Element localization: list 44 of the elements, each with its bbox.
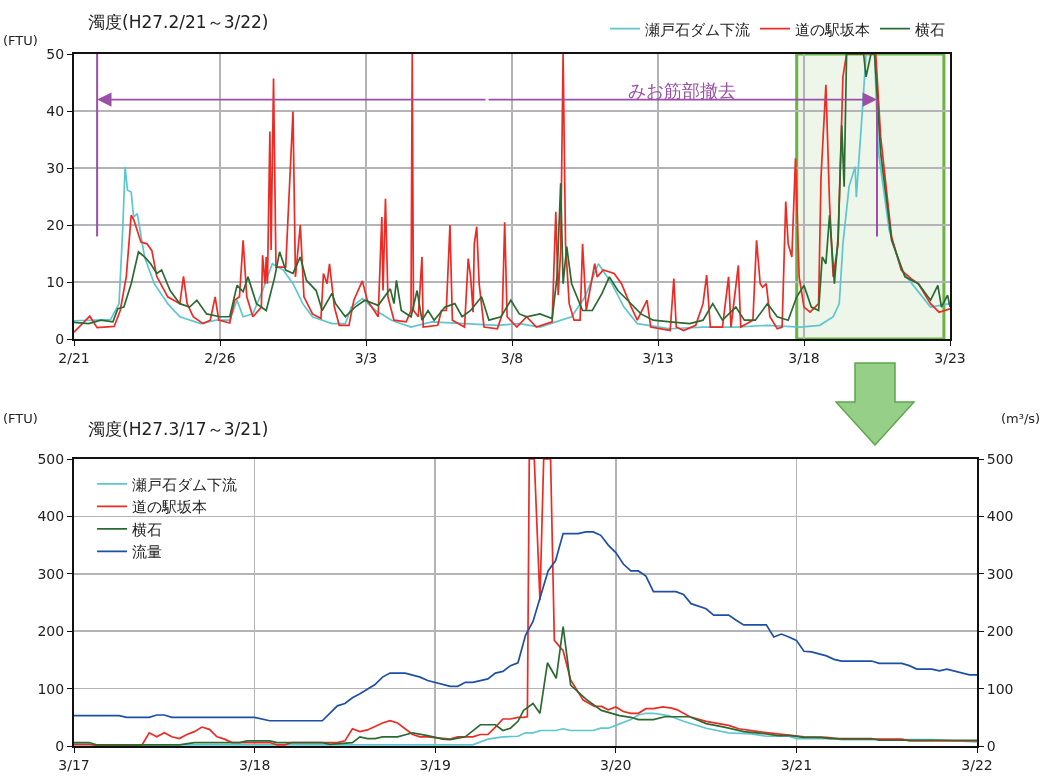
y-tick-label: 10 bbox=[46, 273, 65, 290]
y2-tick-label: 200 bbox=[986, 623, 1014, 640]
annotation: みお筋部撤去 bbox=[628, 80, 736, 101]
y-tick-label: 500 bbox=[37, 450, 65, 467]
y-axis-title: (FTU) bbox=[3, 33, 38, 48]
x-tick-label: 2/26 bbox=[204, 349, 236, 366]
x-tick-label: 3/19 bbox=[419, 756, 451, 773]
y-tick-label: 100 bbox=[37, 680, 65, 697]
y-tick-label: 0 bbox=[55, 330, 65, 347]
legend-label: 横石 bbox=[915, 20, 945, 39]
y2-tick-label: 300 bbox=[986, 565, 1014, 582]
legend-label: 道の駅坂本 bbox=[132, 498, 208, 517]
legend-label: 道の駅坂本 bbox=[795, 20, 870, 39]
y-tick-label: 0 bbox=[55, 737, 65, 754]
x-tick-label: 3/13 bbox=[642, 349, 674, 366]
y-axis-title: (FTU) bbox=[3, 411, 38, 426]
y-tick-label: 400 bbox=[37, 508, 65, 525]
legend-label: 流量 bbox=[132, 543, 163, 562]
y2-tick-label: 500 bbox=[986, 450, 1014, 467]
chart-title: 濁度(H27.2/21～3/22) bbox=[88, 11, 269, 32]
x-tick-label: 3/3 bbox=[354, 349, 378, 366]
x-tick-label: 2/21 bbox=[58, 349, 90, 366]
y2-tick-label: 100 bbox=[986, 680, 1014, 697]
legend-label: 横石 bbox=[132, 520, 163, 539]
legend-label: 瀬戸石ダム下流 bbox=[645, 20, 750, 39]
y2-tick-label: 400 bbox=[986, 508, 1014, 525]
y-tick-label: 20 bbox=[46, 216, 65, 233]
x-tick-label: 3/20 bbox=[600, 756, 632, 773]
y-tick-label: 300 bbox=[37, 565, 65, 582]
x-tick-label: 3/17 bbox=[58, 756, 90, 773]
x-tick-label: 3/18 bbox=[238, 756, 271, 773]
x-tick-label: 3/21 bbox=[780, 756, 813, 773]
x-tick-label: 3/23 bbox=[934, 349, 966, 366]
y2-axis-title: (m³/s) bbox=[1001, 411, 1041, 426]
y-tick-label: 200 bbox=[37, 623, 65, 640]
x-tick-label: 3/22 bbox=[961, 756, 993, 773]
y2-tick-label: 0 bbox=[986, 737, 996, 754]
x-tick-label: 3/8 bbox=[500, 349, 524, 366]
x-tick-label: 3/18 bbox=[788, 349, 820, 366]
legend-label: 瀬戸石ダム下流 bbox=[132, 475, 238, 494]
chart-title: 濁度(H27.3/17～3/21) bbox=[88, 418, 269, 439]
y-tick-label: 50 bbox=[46, 45, 65, 62]
y-tick-label: 40 bbox=[46, 102, 65, 119]
y-tick-label: 30 bbox=[46, 159, 65, 176]
